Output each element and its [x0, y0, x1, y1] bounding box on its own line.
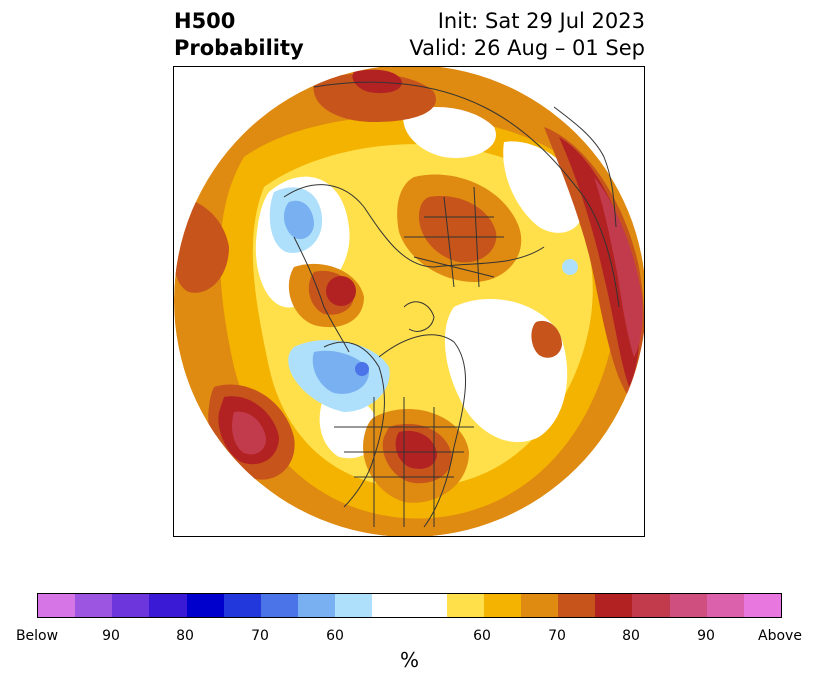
field-region — [313, 73, 436, 122]
title-quantity: Probability — [174, 36, 304, 60]
country-borders-europe — [404, 186, 504, 288]
valid-range-label: Valid: 26 Aug – 01 Sep — [409, 36, 645, 60]
coastline-east-asia — [293, 236, 350, 353]
colorbar-tick: Above — [758, 628, 802, 644]
colorbar-tick: 80 — [622, 628, 640, 644]
field-region — [503, 141, 585, 233]
coastline-borders — [283, 81, 620, 528]
colorbar-segment — [223, 594, 261, 617]
colorbar-segment — [298, 594, 336, 617]
colorbar-segment — [372, 594, 447, 617]
colorbar-tick: 90 — [102, 628, 120, 644]
colorbar-tick: 80 — [176, 628, 194, 644]
probability-colorbar — [37, 593, 782, 618]
init-date-label: Init: Sat 29 Jul 2023 — [437, 9, 645, 33]
field-region — [403, 107, 496, 158]
field-region — [312, 350, 369, 394]
coastline-greenland — [403, 301, 435, 332]
colorbar-segment — [186, 594, 224, 617]
coastline-eurasia-south — [283, 184, 545, 268]
polar-map-panel — [173, 66, 645, 537]
colorbar-segment — [706, 594, 744, 617]
field-region — [559, 137, 640, 387]
colorbar-segment — [112, 594, 150, 617]
field-region — [355, 362, 369, 376]
colorbar-segment — [335, 594, 373, 617]
us-state-lines — [334, 397, 474, 527]
title-variable: H500 — [174, 9, 236, 33]
coastline-eurasia-north — [313, 81, 620, 308]
colorbar-segment — [260, 594, 299, 617]
colorbar-tick: 70 — [251, 628, 269, 644]
field-region — [594, 177, 643, 357]
colorbar-tick: 90 — [697, 628, 715, 644]
probability-map — [174, 67, 644, 536]
colorbar-unit-label: % — [399, 648, 419, 672]
colorbar-segment — [743, 594, 782, 617]
colorbar-segment — [669, 594, 707, 617]
colorbar-tick: 70 — [548, 628, 566, 644]
colorbar-tick: 60 — [326, 628, 344, 644]
map-title-left: H500 Probability — [174, 8, 304, 62]
colorbar-segment — [446, 594, 484, 617]
field-region — [283, 200, 314, 240]
field-region — [352, 69, 402, 94]
field-region — [531, 320, 562, 358]
colorbar-segment — [38, 594, 76, 617]
colorbar-tick: 60 — [473, 628, 491, 644]
colorbar-tick-labels: Below 90 80 70 60 60 70 80 90 Above — [0, 628, 819, 646]
field-region — [562, 259, 578, 275]
colorbar-segment — [149, 594, 187, 617]
field-region — [326, 276, 356, 306]
colorbar-segment — [558, 594, 596, 617]
coastline-africa — [553, 106, 617, 228]
colorbar-segment — [75, 594, 113, 617]
probability-field — [174, 67, 644, 536]
field-region — [395, 430, 437, 469]
colorbar-segment — [483, 594, 522, 617]
coastline-north-america-east — [378, 334, 466, 528]
coastline-north-america-west — [323, 341, 385, 508]
colorbar-tick: Below — [15, 628, 59, 644]
colorbar-segment — [632, 594, 670, 617]
colorbar-segment — [595, 594, 633, 617]
colorbar-segment — [521, 594, 559, 617]
map-title-right: Init: Sat 29 Jul 2023 Valid: 26 Aug – 01… — [409, 8, 645, 62]
field-region — [232, 411, 266, 455]
